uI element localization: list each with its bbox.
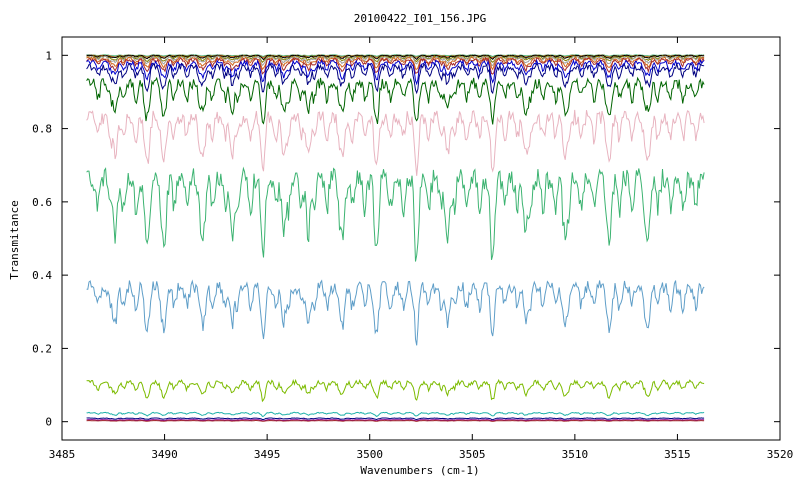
x-tick-label: 3505	[459, 448, 486, 461]
series-line	[86, 417, 705, 421]
series-group	[86, 54, 705, 422]
x-tick-label: 3495	[254, 448, 281, 461]
series-line	[86, 62, 705, 95]
x-tick-label: 3500	[356, 448, 383, 461]
series-line	[86, 279, 705, 346]
y-tick-label: 0	[45, 416, 52, 429]
series-line	[86, 109, 705, 176]
y-tick-label: 0.6	[32, 196, 52, 209]
x-axis: 3485 3490 3495 3500 3505 3510 3515 3520	[49, 37, 794, 461]
x-tick-label: 3510	[562, 448, 589, 461]
series-line	[86, 55, 705, 67]
x-tick-label: 3490	[151, 448, 178, 461]
chart-title: 20100422_I01_156.JPG	[354, 12, 486, 25]
series-line	[86, 54, 705, 61]
y-axis: 0 0.2 0.4 0.6 0.8 1	[32, 49, 780, 429]
y-tick-label: 0.4	[32, 269, 52, 282]
y-tick-label: 1	[45, 49, 52, 62]
series-line	[86, 411, 705, 417]
series-line	[86, 419, 705, 422]
y-tick-label: 0.2	[32, 342, 52, 355]
series-line	[86, 419, 705, 422]
plot-frame	[61, 36, 781, 441]
series-line	[86, 76, 705, 125]
series-line	[86, 378, 705, 403]
series-line	[86, 166, 705, 262]
x-axis-label: Wavenumbers (cm-1)	[360, 464, 479, 477]
x-tick-label: 3485	[49, 448, 76, 461]
y-tick-label: 0.8	[32, 123, 52, 136]
y-axis-label: Transmitance	[8, 200, 21, 279]
x-tick-label: 3515	[664, 448, 691, 461]
series-line	[86, 58, 705, 86]
x-tick-label: 3520	[767, 448, 794, 461]
